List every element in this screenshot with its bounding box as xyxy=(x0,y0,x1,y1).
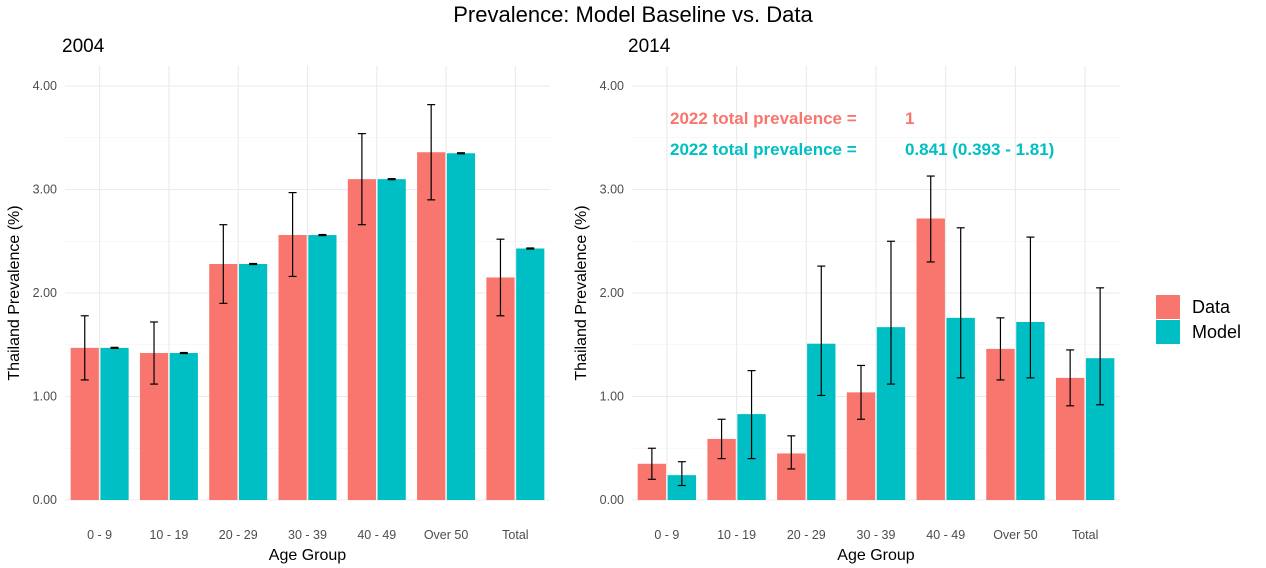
y-tick-label: 2.00 xyxy=(33,286,57,300)
chart-panel-2014: 2014 0.00 1.00 2.00 3.00 4.00 0 - 9 10 - 19 20 -… xyxy=(573,36,1120,564)
bar-data xyxy=(417,152,446,501)
y-tick-label: 4.00 xyxy=(33,79,57,93)
figure-title: Prevalence: Model Baseline vs. Data xyxy=(453,2,813,27)
y-tick-label: 1.00 xyxy=(600,390,624,404)
x-tick-label: 0 - 9 xyxy=(87,528,112,542)
y-tick-label: 3.00 xyxy=(600,183,624,197)
bar-data xyxy=(916,218,945,501)
y-tick-label: 0.00 xyxy=(600,493,624,507)
bar-model xyxy=(169,353,198,500)
y-tick-label: 4.00 xyxy=(600,79,624,93)
x-tick-label: Over 50 xyxy=(993,528,1038,542)
x-tick-label: 0 - 9 xyxy=(654,528,679,542)
legend-label-model: Model xyxy=(1192,322,1241,342)
legend-label-data: Data xyxy=(1192,297,1231,317)
y-axis-title: Thailand Prevalence (%) xyxy=(573,205,590,380)
legend-swatch-data xyxy=(1156,295,1180,319)
bar-model xyxy=(446,153,476,500)
bar-data xyxy=(278,235,307,501)
x-tick-label: Over 50 xyxy=(424,528,469,542)
annotation-value: 1 xyxy=(905,109,914,128)
y-axis-title: Thailand Prevalence (%) xyxy=(6,205,23,380)
chart-panel-2004: 2004 0.00 1.00 2.00 3.00 4.00 0 - 9 10 - 19 20 -… xyxy=(6,36,550,564)
bar-model xyxy=(516,248,545,500)
x-tick-label: 30 - 39 xyxy=(288,528,327,542)
chart-panels: 2004 0.00 1.00 2.00 3.00 4.00 0 - 9 10 - 19 20 -… xyxy=(6,36,1120,564)
panel-title: 2014 xyxy=(628,36,671,57)
bar-model xyxy=(100,347,129,500)
x-tick-label: 20 - 29 xyxy=(219,528,258,542)
legend-swatch-model xyxy=(1156,320,1180,344)
x-tick-label: 10 - 19 xyxy=(717,528,756,542)
annotation-label: 2022 total prevalence = xyxy=(670,140,857,159)
y-tick-label: 3.00 xyxy=(33,183,57,197)
bar-model xyxy=(377,179,406,500)
x-tick-label: 10 - 19 xyxy=(149,528,188,542)
x-tick-label: 40 - 49 xyxy=(357,528,396,542)
bar-model xyxy=(308,235,337,501)
x-tick-label: 30 - 39 xyxy=(857,528,896,542)
x-axis-title: Age Group xyxy=(837,547,914,564)
panel-title: 2004 xyxy=(62,36,105,57)
y-tick-label: 2.00 xyxy=(600,286,624,300)
bar-model xyxy=(239,264,268,500)
y-tick-label: 0.00 xyxy=(33,493,57,507)
x-tick-label: 20 - 29 xyxy=(787,528,826,542)
y-tick-label: 1.00 xyxy=(33,390,57,404)
annotation-value: 0.841 (0.393 - 1.81) xyxy=(905,140,1054,159)
x-tick-label: Total xyxy=(1072,528,1098,542)
legend: Data Model xyxy=(1156,295,1241,344)
x-axis-title: Age Group xyxy=(269,547,346,564)
annotation-label: 2022 total prevalence = xyxy=(670,109,857,128)
x-tick-label: Total xyxy=(502,528,528,542)
bar-data xyxy=(347,179,376,500)
x-tick-label: 40 - 49 xyxy=(926,528,965,542)
